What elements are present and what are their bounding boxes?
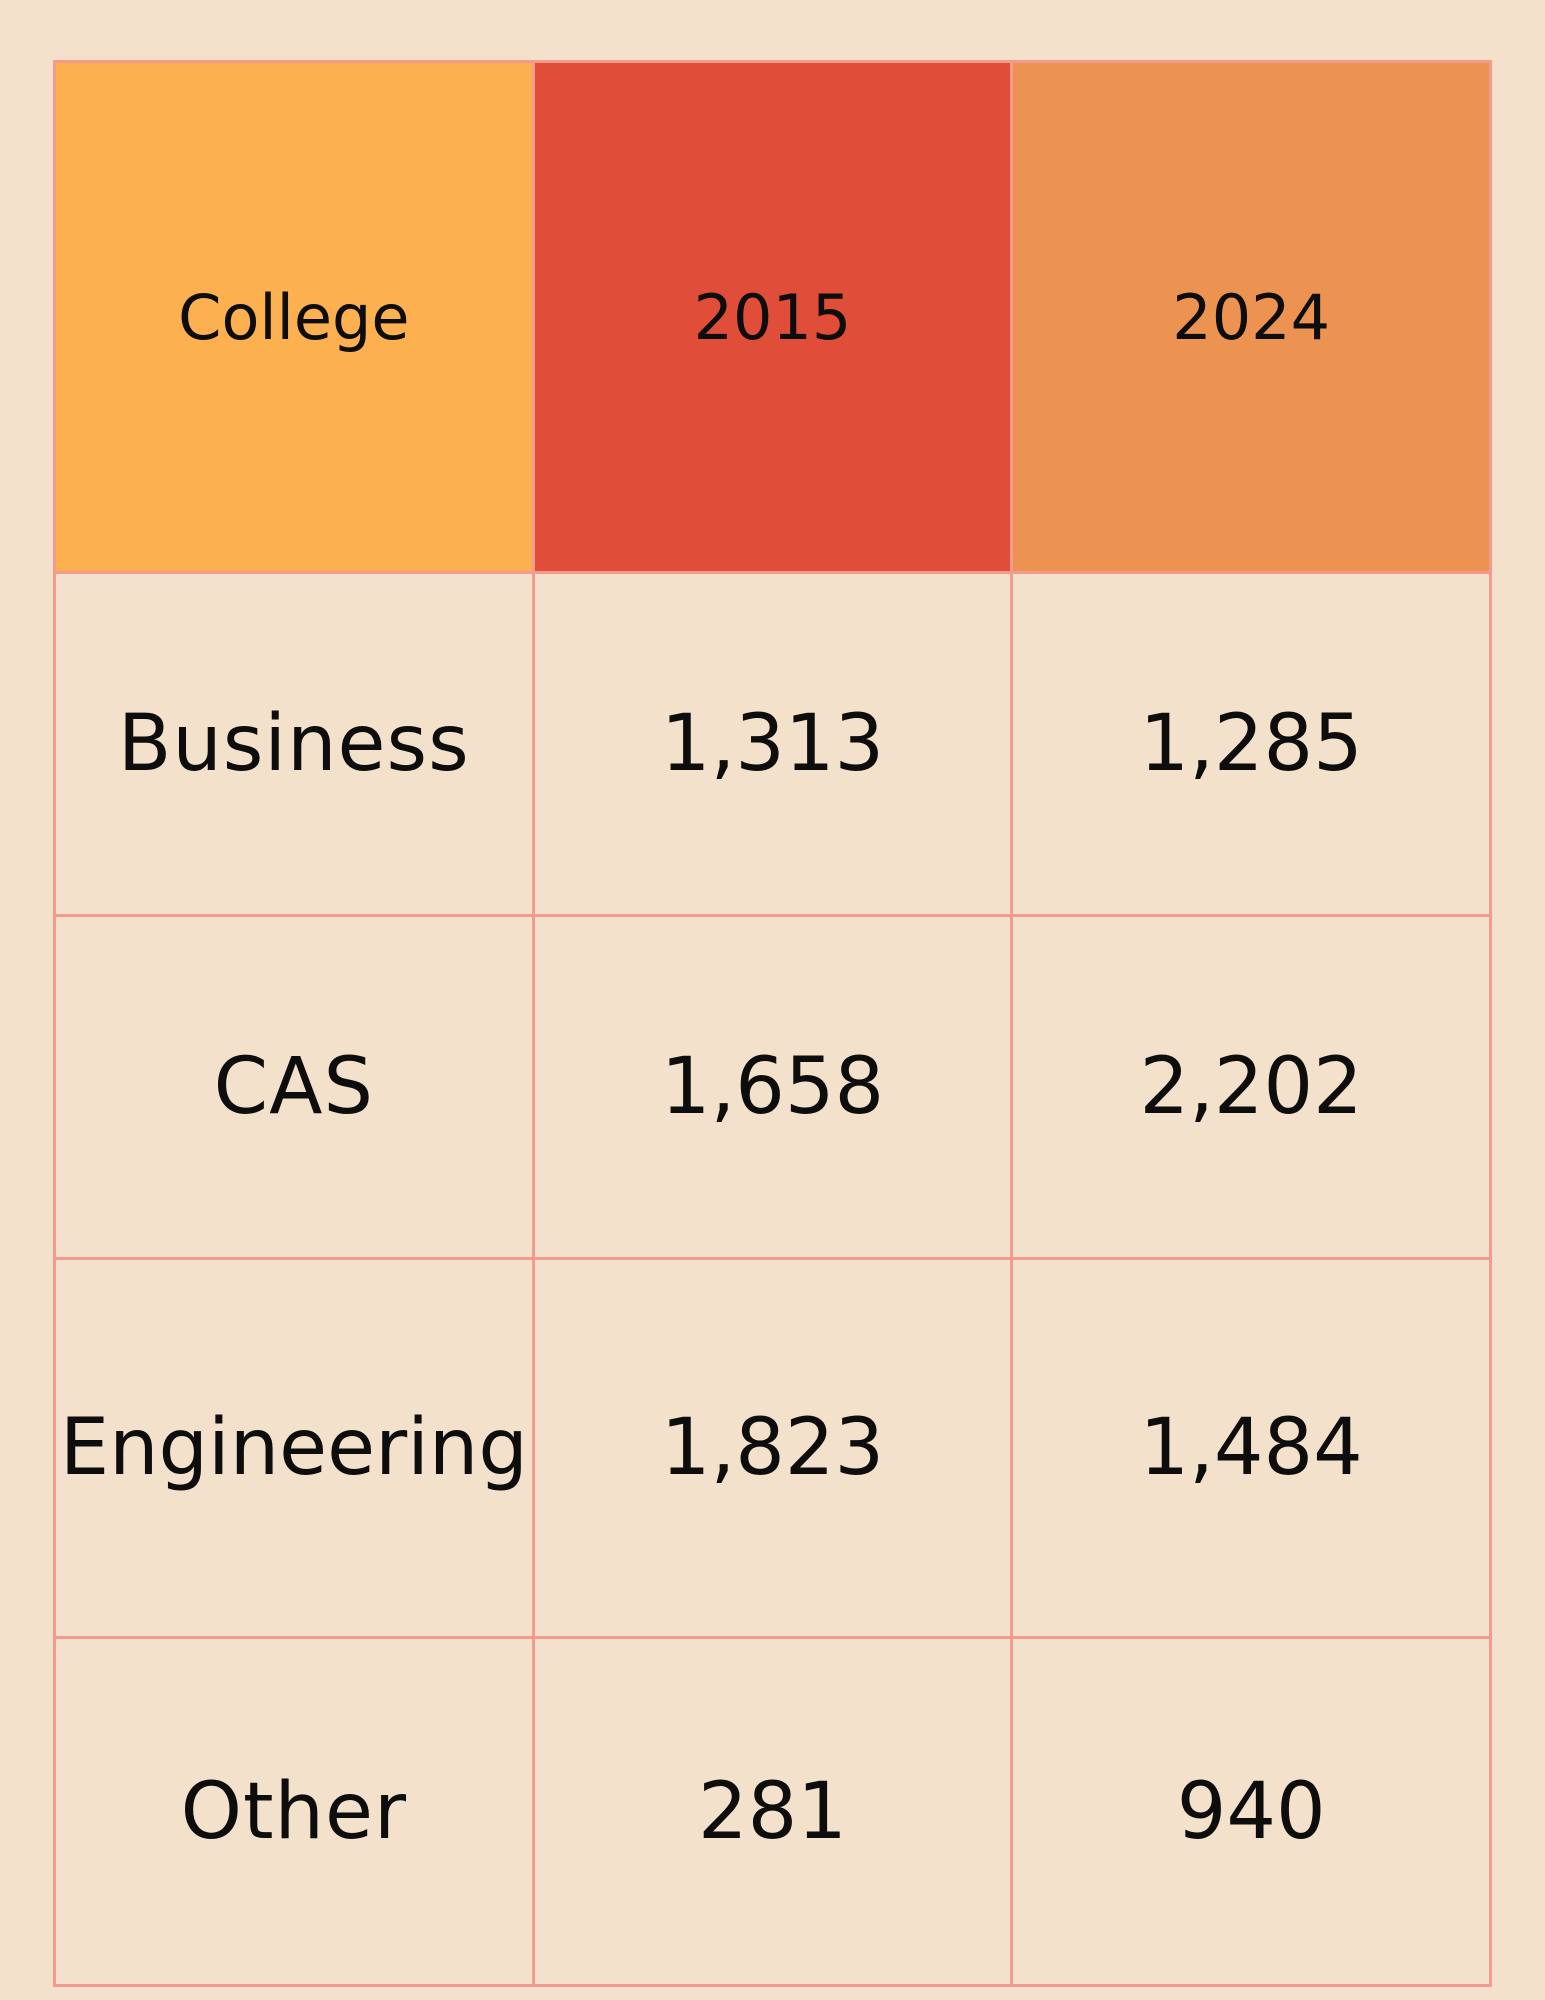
header-2015: 2015 — [531, 60, 1014, 574]
cell-cas-2024: 2,202 — [1010, 914, 1492, 1260]
row-label-business: Business — [53, 571, 535, 917]
header-row: College 2015 2024 — [53, 60, 1492, 574]
row-label-cas: CAS — [53, 914, 535, 1260]
cell-other-2015: 281 — [531, 1636, 1014, 1987]
cell-business-2024: 1,285 — [1010, 571, 1492, 917]
cell-business-2015: 1,313 — [531, 571, 1014, 917]
row-label-other: Other — [53, 1636, 535, 1987]
cell-engineering-2024: 1,484 — [1010, 1257, 1492, 1639]
table-row: Engineering 1,823 1,484 — [53, 1257, 1492, 1639]
table-row: Business 1,313 1,285 — [53, 571, 1492, 917]
cell-cas-2015: 1,658 — [531, 914, 1014, 1260]
row-label-engineering: Engineering — [53, 1257, 535, 1639]
header-college: College — [53, 60, 535, 574]
table-row: Other 281 940 — [53, 1636, 1492, 1987]
header-2024: 2024 — [1010, 60, 1492, 574]
cell-engineering-2015: 1,823 — [531, 1257, 1014, 1639]
table-row: CAS 1,658 2,202 — [53, 914, 1492, 1260]
enrollment-table: College 2015 2024 Business 1,313 1,285 C… — [53, 60, 1492, 1987]
cell-other-2024: 940 — [1010, 1636, 1492, 1987]
